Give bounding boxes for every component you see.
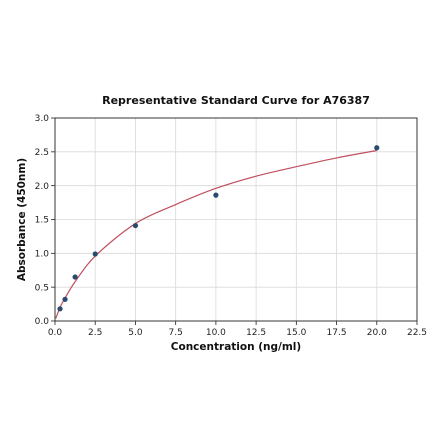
- x-tick-label: 17.5: [327, 328, 347, 338]
- fit-curve: [55, 149, 377, 319]
- data-point: [62, 296, 68, 302]
- y-axis-ticks: 0.0 0.5 1.0 1.5 2.0 2.5 3.0: [35, 114, 55, 327]
- x-tick-label: 0.0: [48, 328, 63, 338]
- x-axis-label: Concentration (ng/ml): [171, 341, 301, 353]
- x-tick-label: 15.0: [286, 328, 306, 338]
- data-point: [374, 145, 380, 151]
- data-point: [213, 192, 219, 198]
- fit-curve-layer: [55, 149, 377, 319]
- x-tick-label: 2.5: [88, 328, 102, 338]
- data-point: [72, 274, 78, 280]
- data-point: [57, 306, 63, 312]
- y-tick-label: 0.0: [35, 317, 50, 327]
- x-tick-label: 10.0: [206, 328, 226, 338]
- y-axis-label: Absorbance (450nm): [16, 158, 28, 281]
- grid: [54, 117, 418, 322]
- y-tick-label: 1.0: [35, 250, 50, 260]
- data-point: [132, 222, 139, 229]
- y-tick-label: 0.5: [35, 283, 49, 293]
- x-tick-label: 12.5: [246, 328, 266, 338]
- data-points: [57, 145, 380, 312]
- data-point: [92, 251, 98, 257]
- x-tick-label: 5.0: [128, 328, 143, 338]
- x-tick-label: 7.5: [169, 328, 183, 338]
- y-tick-label: 2.5: [35, 148, 49, 158]
- chart-title: Representative Standard Curve for A76387: [102, 94, 370, 107]
- y-tick-label: 2.0: [35, 182, 50, 192]
- x-tick-label: 20.0: [367, 328, 387, 338]
- x-axis-ticks: 0.0 2.5 5.0 7.5 10.0 12.5 15.0 17.5 20.0 22.5: [48, 321, 427, 338]
- x-tick-label: 22.5: [407, 328, 427, 338]
- y-tick-label: 3.0: [35, 114, 50, 124]
- y-tick-label: 1.5: [35, 216, 49, 226]
